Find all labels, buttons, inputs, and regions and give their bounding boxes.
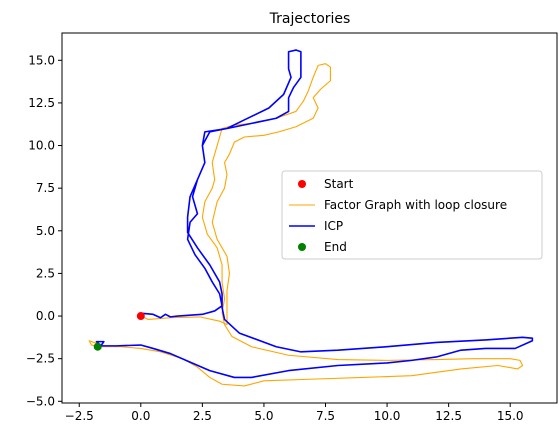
legend-swatch <box>298 243 306 251</box>
x-tick-label: 10.0 <box>374 409 401 423</box>
x-tick-label: 5.0 <box>254 409 273 423</box>
y-tick-label: 12.5 <box>28 96 55 110</box>
marker-start <box>137 312 145 320</box>
y-tick-label: −5.0 <box>26 394 55 408</box>
chart-title: Trajectories <box>269 11 351 27</box>
x-tick-label: −2.5 <box>65 409 94 423</box>
x-tick-label: 0.0 <box>131 409 150 423</box>
y-tick-label: 10.0 <box>28 139 55 153</box>
legend-box <box>282 171 542 259</box>
y-tick-label: 7.5 <box>36 181 55 195</box>
y-tick-label: 2.5 <box>36 266 55 280</box>
legend-swatch <box>298 180 306 188</box>
legend-label: Start <box>324 177 354 191</box>
x-tick-label: 15.0 <box>497 409 524 423</box>
y-tick-label: 15.0 <box>28 53 55 67</box>
y-tick-label: 0.0 <box>36 309 55 323</box>
marker-end <box>94 343 102 351</box>
legend: Start Factor Graph with loop closure ICP En… <box>282 171 542 259</box>
legend-label: Factor Graph with loop closure <box>324 198 507 212</box>
y-axis: −5.0 −2.5 0.0 2.5 5.0 7.5 10.0 12.5 15.0 <box>26 53 62 408</box>
x-tick-label: 7.5 <box>316 409 335 423</box>
x-tick-label: 12.5 <box>435 409 462 423</box>
legend-label: ICP <box>324 219 343 233</box>
legend-label: End <box>324 240 347 254</box>
x-axis: −2.5 0.0 2.5 5.0 7.5 10.0 12.5 15.0 <box>65 403 524 423</box>
x-tick-label: 2.5 <box>193 409 212 423</box>
y-tick-label: 5.0 <box>36 224 55 238</box>
y-tick-label: −2.5 <box>26 352 55 366</box>
